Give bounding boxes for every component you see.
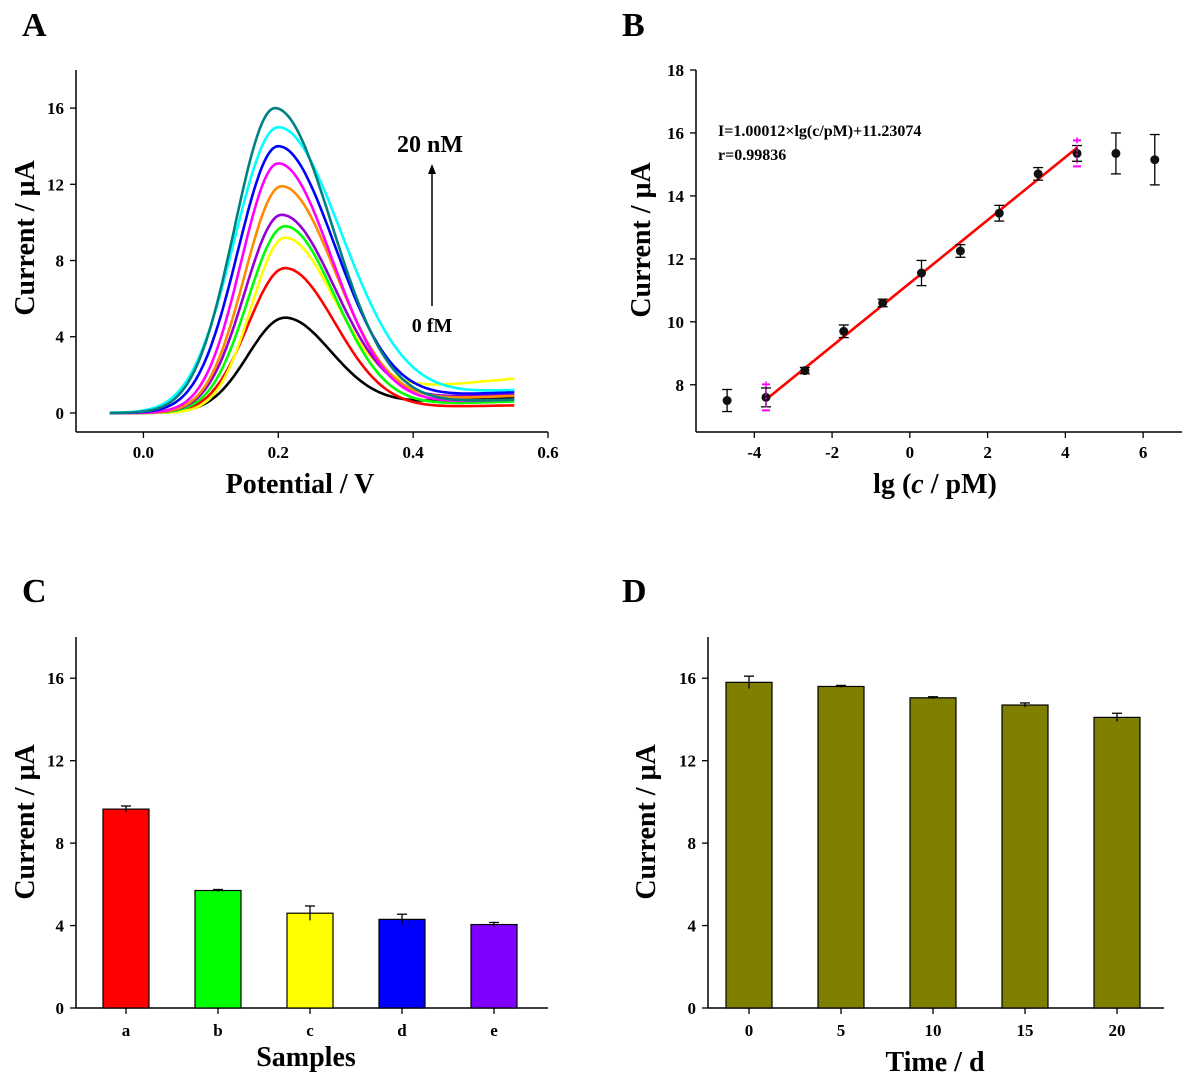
panel-d-bar-5	[817, 685, 865, 1009]
panel-b-ytick-label: 18	[667, 61, 684, 80]
panel-d-ytick-label: 16	[679, 669, 696, 688]
panel-c-ytick-label: 16	[47, 669, 64, 688]
panel-a-xtick-label: 0.4	[403, 443, 425, 462]
panel-b-point-0	[722, 396, 732, 406]
panel-a-annotation-bottom: 0 fM	[412, 315, 453, 337]
panel-d-letter: D	[622, 573, 647, 610]
panel-c-ytick-label: 12	[47, 752, 64, 771]
panel-a-ytick-label: 12	[47, 175, 64, 194]
panel-a-annotation-top: 20 nM	[397, 132, 463, 158]
panel-a-xtick-label: 0.6	[537, 443, 558, 462]
panel-d-ylabel: Current / μA	[631, 744, 662, 900]
panel-b-xtick-label: 2	[983, 443, 992, 462]
panel-b-point-7	[994, 208, 1004, 218]
panel-a-xlabel: Potential / V	[226, 469, 375, 500]
panel-a-ytick-label: 16	[47, 99, 64, 118]
panel-d-category-label: 20	[1109, 1021, 1126, 1040]
panel-b-xlabel-prefix: lg (	[873, 469, 911, 500]
panel-d-ytick-label: 8	[688, 834, 697, 853]
panel-d-bar-20	[1093, 716, 1141, 1009]
panel-b-point-3	[839, 326, 849, 336]
panel-c-category-label: e	[490, 1021, 498, 1040]
panel-b-point-6	[955, 246, 965, 256]
panel-a-curve-5	[109, 184, 515, 415]
panel-b-point-8	[1033, 169, 1043, 179]
panel-c-ylabel: Current / μA	[10, 744, 41, 900]
panel-b-xtick-label: 4	[1061, 443, 1070, 462]
panel-d-xlabel: Time / d	[885, 1047, 984, 1078]
panel-b-xtick-label: 0	[906, 443, 915, 462]
panel-b-xtick-label: -4	[747, 443, 762, 462]
panel-b-letter: B	[622, 7, 645, 44]
panel-a-xtick-label: 0.0	[133, 443, 154, 462]
panel-b-point-11	[1150, 155, 1160, 165]
panel-c-bar-b	[194, 889, 242, 1009]
panel-a: A Potential / V Current / μA 20 nM 0 fM …	[10, 7, 559, 500]
panel-c-letter: C	[22, 573, 47, 610]
panel-c-bar-a	[102, 808, 150, 1009]
panel-a-curve-9	[109, 106, 515, 415]
panel-c-category-label: a	[122, 1021, 131, 1040]
panel-d-bar-15	[1001, 704, 1049, 1009]
panel-b-ytick-label: 16	[667, 124, 684, 143]
panel-b-ylabel: Current / μA	[626, 162, 657, 318]
panel-b-ytick-label: 8	[676, 376, 685, 395]
panel-a-ytick-label: 0	[56, 404, 65, 423]
panel-a-ytick-label: 4	[56, 328, 65, 347]
panel-b-point-5	[917, 268, 927, 278]
panel-d-category-label: 15	[1017, 1021, 1034, 1040]
panel-d-category-label: 5	[837, 1021, 846, 1040]
panel-b-xtick-label: 6	[1139, 443, 1148, 462]
panel-d: D Time / d Current / μA 0 4 8 12 16 0 5 10 15 20	[622, 573, 1164, 1078]
panel-c: C Samples Current / μA 0 4 8 12 16 a b c d e	[10, 573, 548, 1073]
panel-b-point-10	[1111, 148, 1121, 158]
panel-c-bar-c	[286, 912, 334, 1009]
panel-b-ytick-label: 10	[667, 313, 684, 332]
panel-b: B lg (c / pM) Current / μA I=1.00012×lg(…	[622, 7, 1182, 500]
panel-c-bar-d	[378, 918, 426, 1009]
panel-c-category-label: b	[213, 1021, 222, 1040]
panel-c-ytick-label: 0	[56, 999, 65, 1018]
panel-d-category-label: 0	[745, 1021, 754, 1040]
panel-a-ytick-label: 8	[56, 252, 65, 271]
panel-a-curve-2	[109, 236, 515, 415]
panel-c-ytick-label: 4	[56, 917, 65, 936]
panel-c-category-label: d	[397, 1021, 407, 1040]
panel-b-equation: I=1.00012×lg(c/pM)+11.23074	[718, 123, 921, 140]
panel-a-letter: A	[22, 7, 47, 44]
panel-c-bar-e	[470, 923, 518, 1009]
panel-b-xlabel-italic: c	[911, 469, 924, 500]
panel-c-category-label: c	[306, 1021, 314, 1040]
panel-c-xlabel: Samples	[256, 1042, 356, 1073]
panel-d-bar-10	[909, 697, 957, 1009]
panel-d-ytick-label: 4	[688, 917, 697, 936]
panel-b-r-value: r=0.99836	[718, 147, 786, 164]
panel-d-bar-0	[725, 681, 773, 1009]
panel-c-ytick-label: 8	[56, 834, 65, 853]
panel-a-ylabel: Current / μA	[10, 160, 41, 316]
panel-a-arrow-head	[428, 164, 436, 174]
panel-b-xtick-label: -2	[825, 443, 839, 462]
panel-b-point-4	[878, 298, 888, 308]
panel-b-point-2	[800, 366, 810, 376]
panel-a-curve-7	[109, 144, 515, 415]
panel-d-category-label: 10	[925, 1021, 942, 1040]
panel-b-fit-marker-cap-1	[1073, 139, 1082, 168]
panel-b-fit-marker-cap-0	[761, 383, 770, 412]
panel-d-ytick-label: 12	[679, 752, 696, 771]
panel-b-xlabel: lg (c / pM)	[873, 469, 997, 500]
panel-b-xlabel-suffix: / pM)	[924, 469, 997, 500]
panel-a-xtick-label: 0.2	[268, 443, 289, 462]
panel-a-curve-6	[109, 162, 515, 415]
panel-d-ytick-label: 0	[688, 999, 697, 1018]
panel-b-ytick-label: 12	[667, 250, 684, 269]
panel-b-ytick-label: 14	[667, 187, 685, 206]
